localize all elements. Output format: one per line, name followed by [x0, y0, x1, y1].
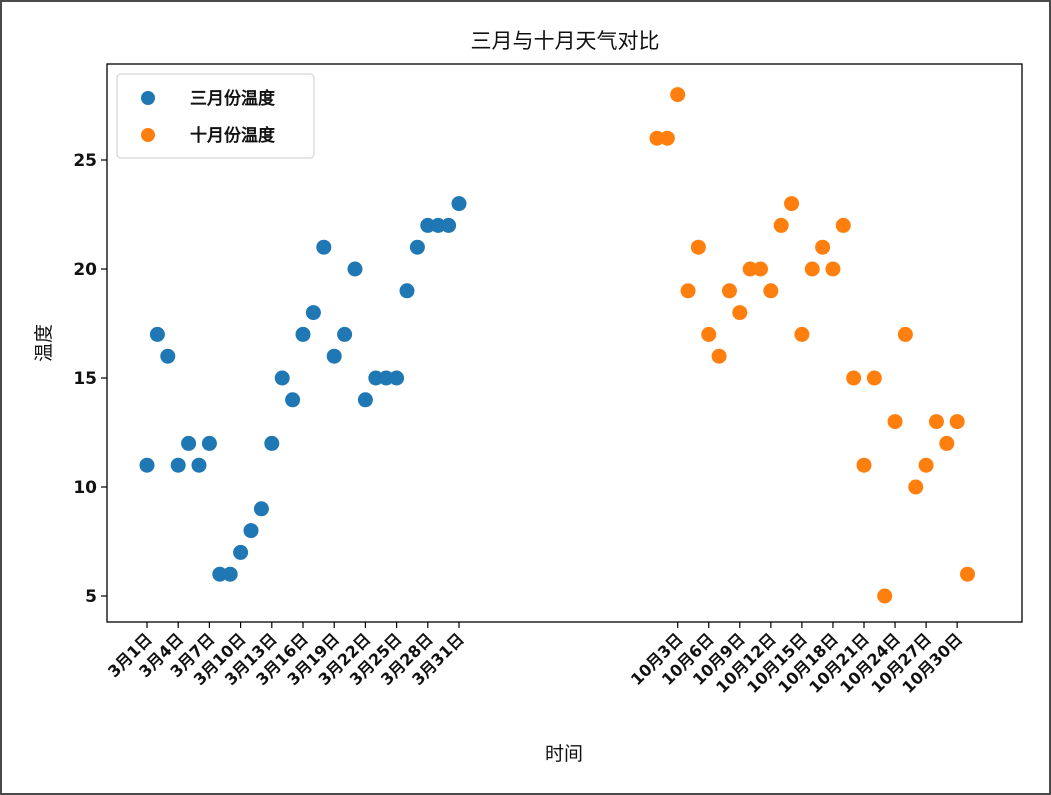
march-point: [420, 217, 436, 233]
october-point: [918, 457, 934, 473]
march-point: [305, 305, 321, 321]
october-point: [701, 326, 717, 342]
legend: 三月份温度 十月份温度: [116, 73, 315, 159]
march-point: [191, 457, 207, 473]
march-point: [295, 326, 311, 342]
march-point: [149, 326, 165, 342]
march-point: [181, 435, 197, 451]
march-point: [222, 566, 238, 582]
march-point: [243, 523, 259, 539]
october-point: [835, 217, 851, 233]
october-point: [690, 239, 706, 255]
march-point: [170, 457, 186, 473]
march-point: [316, 239, 332, 255]
x-axis-label: 时间: [545, 743, 583, 765]
chart-title: 三月与十月天气对比: [471, 29, 660, 53]
march-point: [139, 457, 155, 473]
march-point: [357, 392, 373, 408]
y-axis-label: 温度: [33, 324, 55, 362]
y-tick-label: 15: [73, 369, 97, 389]
march-point: [430, 217, 446, 233]
y-tick-label: 10: [73, 478, 97, 498]
march-point: [285, 392, 301, 408]
october-point: [866, 370, 882, 386]
march-point: [451, 196, 467, 212]
legend-box: [116, 73, 315, 159]
october-point: [815, 239, 831, 255]
october-point: [908, 479, 924, 495]
march-point: [389, 370, 405, 386]
october-point: [939, 435, 955, 451]
march-point: [347, 261, 363, 277]
legend-label-march: 三月份温度: [190, 88, 276, 109]
march-point: [441, 217, 457, 233]
october-point: [846, 370, 862, 386]
october-point: [732, 305, 748, 321]
october-point: [742, 261, 758, 277]
y-tick-label: 25: [73, 151, 97, 171]
october-point: [649, 130, 665, 146]
october-point: [887, 414, 903, 430]
y-tick-label: 20: [73, 260, 97, 280]
legend-marker-march: [141, 91, 155, 105]
october-point: [711, 348, 727, 364]
legend-label-october: 十月份温度: [190, 125, 276, 146]
october-point: [897, 326, 913, 342]
march-point: [337, 326, 353, 342]
march-point: [160, 348, 176, 364]
y-axis: 5 10 15 20 25: [73, 151, 107, 607]
march-point: [399, 283, 415, 299]
march-point: [409, 239, 425, 255]
october-point: [721, 283, 737, 299]
march-point: [212, 566, 228, 582]
x-axis: 3月1日3月4日3月7日3月10日3月13日3月16日3月19日3月22日3月2…: [104, 622, 966, 697]
october-point: [670, 87, 686, 103]
march-point: [368, 370, 384, 386]
march-point: [264, 435, 280, 451]
october-point: [794, 326, 810, 342]
october-point: [659, 130, 675, 146]
october-point: [804, 261, 820, 277]
data-points: [139, 87, 975, 604]
october-point: [949, 414, 965, 430]
october-point: [928, 414, 944, 430]
y-tick-label: 5: [85, 587, 97, 607]
october-point: [680, 283, 696, 299]
october-point: [960, 566, 975, 582]
october-point: [753, 261, 768, 277]
march-point: [253, 501, 269, 517]
october-point: [763, 283, 779, 299]
march-point: [326, 348, 342, 364]
march-point: [274, 370, 290, 386]
october-point: [877, 588, 893, 604]
october-point: [773, 217, 789, 233]
october-point: [784, 196, 800, 212]
october-point: [825, 261, 841, 277]
october-point: [856, 457, 872, 473]
march-point: [201, 435, 217, 451]
legend-marker-october: [141, 128, 155, 142]
march-point: [233, 544, 249, 560]
march-point: [378, 370, 394, 386]
